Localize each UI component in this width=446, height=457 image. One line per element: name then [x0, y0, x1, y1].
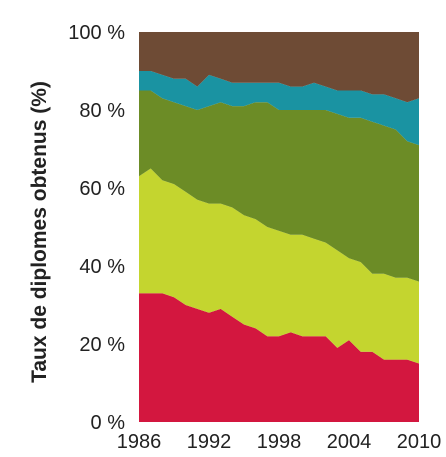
y-axis-title: Taux de diplomes obtenus (%) — [28, 81, 51, 383]
x-tick-label: 2004 — [327, 431, 372, 453]
area-series-5 — [139, 32, 419, 103]
area-series-2 — [139, 168, 419, 364]
area-series-3 — [139, 90, 419, 282]
y-tick-label: 60 % — [79, 178, 125, 200]
y-tick-label: 40 % — [79, 256, 125, 278]
area-series-1 — [139, 293, 419, 422]
y-tick-label: 0 % — [91, 412, 126, 434]
y-axis-ticks: 0 % 20 % 40 % 60 % 80 % 100 % — [68, 22, 125, 434]
y-tick-label: 20 % — [79, 334, 125, 356]
area-series-4 — [139, 71, 419, 146]
x-tick-label: 2010 — [397, 431, 442, 453]
y-tick-label: 80 % — [79, 100, 125, 122]
x-tick-label: 1998 — [257, 431, 302, 453]
x-axis-ticks: 1986 1992 1998 2004 2010 — [117, 431, 442, 453]
plot-area — [139, 32, 419, 422]
x-tick-label: 1986 — [117, 431, 162, 453]
y-tick-label: 100 % — [68, 22, 125, 44]
x-tick-label: 1992 — [187, 431, 232, 453]
